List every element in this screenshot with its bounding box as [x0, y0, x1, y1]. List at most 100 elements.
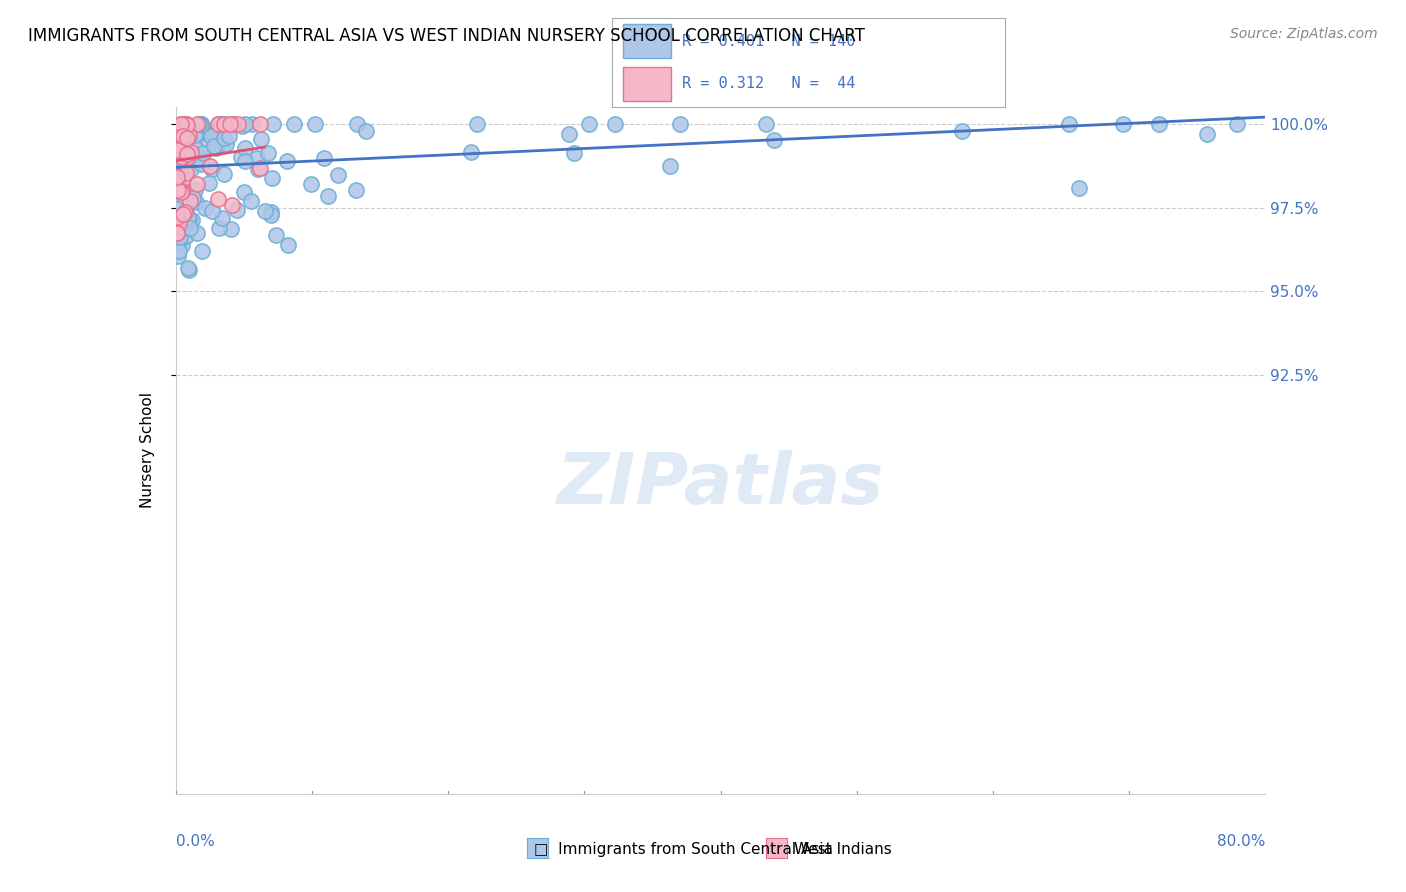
Point — [170, 211, 193, 225]
Point — [1197, 127, 1219, 141]
Point — [172, 117, 194, 131]
Point — [184, 143, 207, 157]
Point — [465, 117, 488, 131]
Point — [167, 244, 190, 258]
Point — [170, 150, 193, 164]
Point — [207, 117, 229, 131]
Point — [169, 153, 191, 167]
Point — [173, 153, 195, 168]
Point — [190, 117, 212, 131]
Point — [180, 161, 202, 176]
Point — [166, 169, 188, 184]
Point — [246, 151, 269, 165]
Point — [176, 131, 198, 145]
Point — [246, 161, 269, 176]
Point — [181, 212, 204, 227]
Point — [166, 202, 188, 217]
Point — [190, 118, 212, 132]
Point — [166, 127, 188, 141]
Point — [174, 229, 197, 244]
Text: 0.0%: 0.0% — [176, 834, 215, 849]
Point — [1112, 117, 1135, 131]
Point — [174, 117, 197, 131]
Point — [205, 125, 228, 139]
Point — [172, 238, 194, 252]
Point — [190, 117, 212, 131]
Point — [198, 127, 221, 141]
Point — [605, 117, 627, 131]
Point — [169, 211, 191, 226]
Point — [176, 205, 198, 219]
Point — [201, 203, 224, 218]
Point — [1069, 181, 1091, 195]
Point — [166, 128, 188, 143]
Point — [186, 226, 208, 240]
Point — [219, 117, 242, 131]
Point — [205, 133, 228, 147]
Bar — [623, 24, 671, 58]
Text: West Indians: West Indians — [794, 842, 893, 856]
Point — [170, 186, 193, 200]
Point — [190, 117, 212, 131]
Point — [283, 117, 305, 131]
Point — [264, 227, 287, 242]
Text: R = 0.312   N =  44: R = 0.312 N = 44 — [682, 77, 856, 91]
Point — [174, 117, 197, 131]
Point — [950, 123, 973, 137]
Point — [190, 157, 212, 171]
Point — [179, 211, 201, 226]
Point — [166, 222, 188, 236]
Point — [316, 189, 339, 203]
Point — [188, 117, 211, 131]
Point — [356, 124, 378, 138]
Point — [240, 117, 263, 131]
Point — [209, 124, 232, 138]
Point — [166, 170, 188, 185]
Point — [233, 153, 256, 168]
Point — [167, 235, 190, 249]
Point — [1225, 117, 1247, 131]
Point — [176, 150, 198, 164]
Point — [166, 249, 188, 263]
Point — [183, 149, 205, 163]
Point — [557, 127, 579, 141]
Point — [180, 152, 202, 166]
Point — [191, 154, 214, 169]
Point — [233, 117, 256, 131]
Point — [260, 170, 283, 185]
Point — [166, 142, 188, 156]
Point — [184, 182, 207, 196]
Point — [186, 117, 208, 131]
Point — [191, 146, 214, 161]
Point — [211, 211, 233, 225]
Point — [260, 204, 283, 219]
Point — [179, 221, 201, 235]
Point — [208, 117, 231, 131]
Point — [344, 183, 367, 197]
Point — [174, 220, 197, 235]
Point — [177, 210, 200, 224]
Point — [176, 147, 198, 161]
Point — [250, 131, 273, 145]
Point — [249, 117, 271, 131]
Point — [170, 117, 193, 131]
Point — [214, 117, 236, 131]
Point — [202, 138, 225, 153]
Point — [174, 117, 197, 131]
Point — [172, 172, 194, 186]
Point — [1057, 117, 1080, 131]
Point — [222, 117, 245, 131]
Point — [170, 138, 193, 153]
Point — [215, 137, 238, 152]
Point — [172, 207, 194, 221]
Point — [256, 146, 278, 161]
Point — [177, 263, 200, 277]
Point — [253, 203, 276, 218]
Point — [179, 194, 201, 208]
Point — [173, 149, 195, 163]
Point — [562, 145, 585, 160]
Point — [218, 128, 240, 143]
Point — [180, 145, 202, 159]
Text: □  Immigrants from South Central Asia: □ Immigrants from South Central Asia — [534, 842, 834, 856]
Point — [166, 138, 188, 153]
